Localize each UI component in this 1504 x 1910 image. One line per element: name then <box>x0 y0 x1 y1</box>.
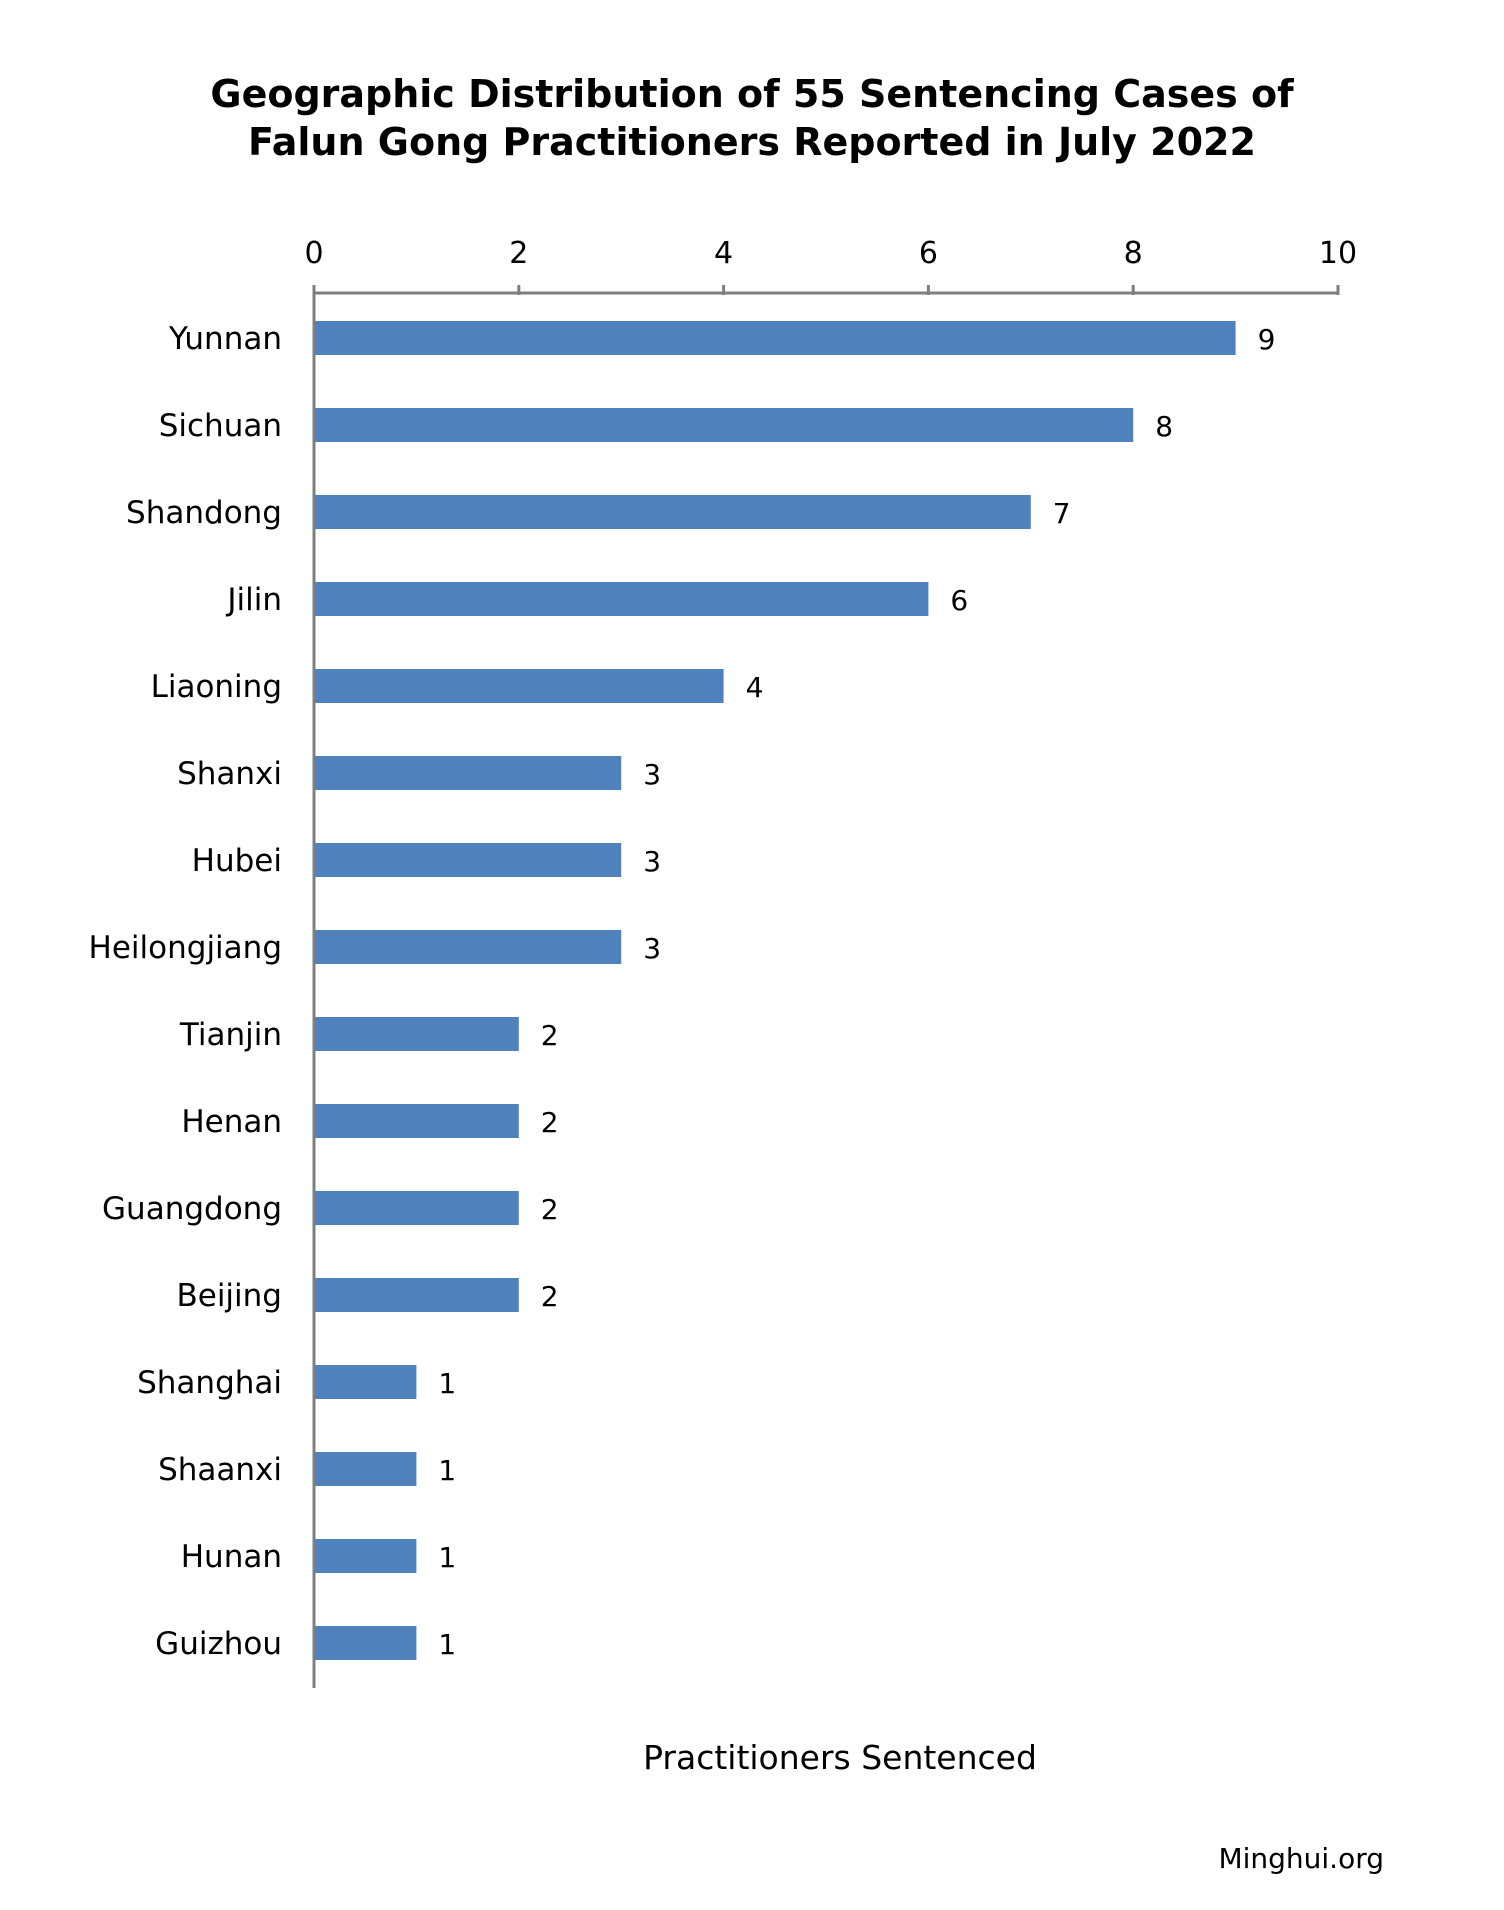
bar <box>315 1365 417 1399</box>
x-tick-label: 2 <box>509 236 528 271</box>
source-credit: Minghui.org <box>1218 1842 1384 1875</box>
bar <box>315 582 929 616</box>
bar <box>315 1278 519 1312</box>
bar <box>315 1452 417 1486</box>
category-label: Shanghai <box>137 1365 282 1401</box>
category-label: Shanxi <box>177 756 282 792</box>
chart-title-line-2: Falun Gong Practitioners Reported in Jul… <box>248 120 1256 164</box>
data-label: 4 <box>746 671 764 704</box>
data-label: 3 <box>643 932 661 965</box>
x-tick-label: 0 <box>304 236 323 271</box>
bar <box>315 843 622 877</box>
x-tick-label: 10 <box>1319 236 1357 271</box>
category-label: Tianjin <box>179 1017 282 1053</box>
data-label: 1 <box>438 1541 456 1574</box>
bar <box>315 930 622 964</box>
bar <box>315 321 1236 355</box>
data-label: 2 <box>541 1106 559 1139</box>
data-label: 2 <box>541 1019 559 1052</box>
data-label: 6 <box>950 584 968 617</box>
bars <box>315 321 1236 1660</box>
category-label: Yunnan <box>168 321 282 357</box>
category-label: Sichuan <box>159 408 282 444</box>
data-label: 1 <box>438 1628 456 1661</box>
category-label: Shaanxi <box>158 1452 282 1488</box>
category-label: Jilin <box>225 582 282 618</box>
bar <box>315 1017 519 1051</box>
category-label: Hunan <box>181 1539 282 1575</box>
category-label: Heilongjiang <box>89 930 282 966</box>
chart-title-line-1: Geographic Distribution of 55 Sentencing… <box>210 72 1294 116</box>
bar <box>315 408 1134 442</box>
data-label: 2 <box>541 1280 559 1313</box>
axes <box>312 285 1340 1688</box>
data-label: 1 <box>438 1454 456 1487</box>
data-label: 9 <box>1258 323 1276 356</box>
bar <box>315 495 1031 529</box>
x-axis-title: Practitioners Sentenced <box>643 1738 1037 1777</box>
category-label: Liaoning <box>151 669 282 705</box>
chart-title: Geographic Distribution of 55 Sentencing… <box>0 70 1504 166</box>
data-label: 7 <box>1053 497 1071 530</box>
bar <box>315 756 622 790</box>
category-label: Guizhou <box>155 1626 282 1662</box>
category-label: Shandong <box>126 495 282 531</box>
data-label: 2 <box>541 1193 559 1226</box>
bar <box>315 669 724 703</box>
bar <box>315 1191 519 1225</box>
labels: 0 2 4 6 8 10 Yunnan 9 Sichuan 8 Shandong 7 Jilin 6 Lia… <box>89 236 1358 1662</box>
x-tick-label: 4 <box>714 236 733 271</box>
category-label: Beijing <box>176 1278 282 1314</box>
bar <box>315 1626 417 1660</box>
category-label: Henan <box>181 1104 282 1140</box>
data-label: 1 <box>438 1367 456 1400</box>
category-label: Hubei <box>192 843 282 879</box>
data-label: 8 <box>1155 410 1173 443</box>
category-label: Guangdong <box>102 1191 282 1227</box>
data-label: 3 <box>643 758 661 791</box>
bar <box>315 1104 519 1138</box>
x-tick-label: 8 <box>1124 236 1143 271</box>
x-tick-label: 6 <box>919 236 938 271</box>
data-label: 3 <box>643 845 661 878</box>
bar <box>315 1539 417 1573</box>
